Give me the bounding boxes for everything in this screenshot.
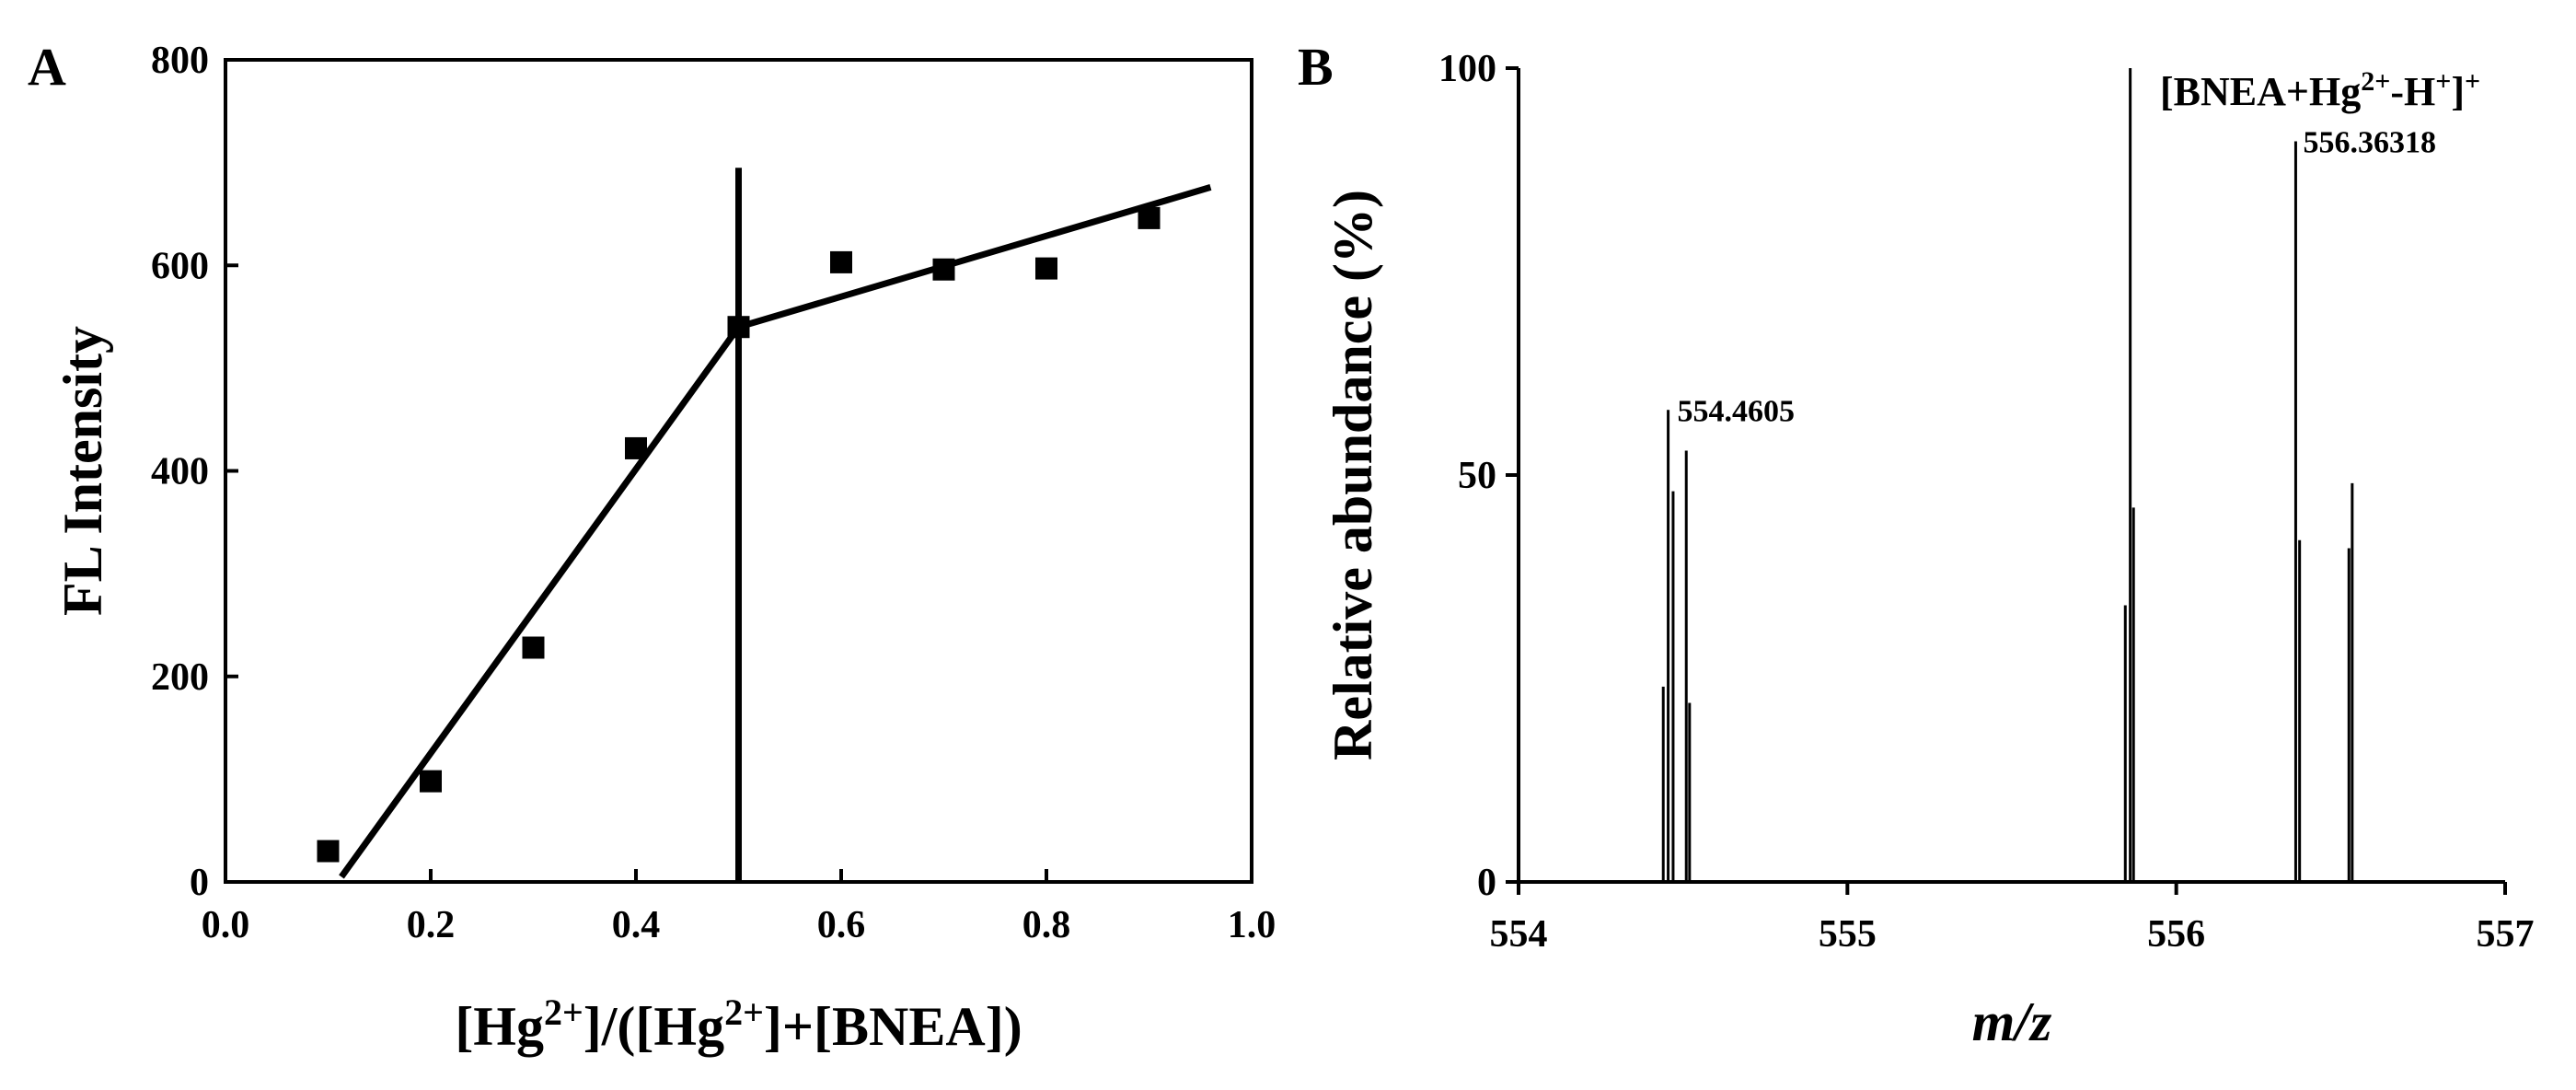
x-tick-label: 0.8 <box>1022 904 1071 946</box>
data-point-marker <box>625 436 647 459</box>
panel-a-label: A <box>28 37 66 97</box>
y-tick-label: 200 <box>151 656 209 699</box>
data-point-marker <box>317 840 340 863</box>
panel-a-y-axis-title: FL Intensity <box>52 326 113 616</box>
panel-b-y-axis-title: Relative abundance (%) <box>1323 190 1383 760</box>
data-point-marker <box>420 770 442 793</box>
data-point-marker <box>1138 206 1161 229</box>
ion-label-superscript: 2+ <box>2361 66 2390 97</box>
data-point-marker <box>932 258 955 281</box>
data-point-marker <box>522 636 545 659</box>
y-tick-label: 0 <box>190 862 209 904</box>
x-tick-label: 555 <box>1819 913 1877 956</box>
x-title-part: ]+[BNEA]) <box>764 996 1022 1057</box>
panel-b: B 554.4605 556.36318 554 555 556 557 0 50 100 R… <box>1298 37 2535 1052</box>
panel-a: A 0.0 0.2 0.4 0.6 0.8 1.0 0 200 400 600 800 FL Int… <box>28 37 1276 1057</box>
x-title-part: ]/([Hg <box>583 996 724 1057</box>
ion-label-superscript: + <box>2435 66 2451 97</box>
data-point-marker <box>1035 257 1057 280</box>
ion-label-part: -H <box>2390 69 2435 114</box>
peak-annotation: 554.4605 <box>1678 394 1796 428</box>
x-tick-label: 554 <box>1490 913 1548 956</box>
ion-label-part: ] <box>2451 69 2465 114</box>
panel-b-x-axis-title: m/z <box>1972 991 2052 1052</box>
panel-b-label: B <box>1298 37 1334 97</box>
y-tick-label: 0 <box>1477 862 1496 904</box>
x-title-superscript: 2+ <box>544 991 583 1033</box>
x-title-superscript: 2+ <box>724 991 764 1033</box>
ion-label-part: [BNEA+Hg <box>2160 69 2361 114</box>
ion-label-superscript: + <box>2465 66 2480 97</box>
x-tick-label: 0.6 <box>817 904 866 946</box>
y-tick-label: 50 <box>1458 455 1496 497</box>
x-tick-label: 556 <box>2147 913 2205 956</box>
peak-annotation: 556.36318 <box>2303 126 2436 160</box>
fit-rising-line <box>339 325 742 879</box>
y-tick-label: 400 <box>151 451 209 493</box>
x-tick-label: 1.0 <box>1228 904 1276 946</box>
y-tick-label: 600 <box>151 245 209 287</box>
x-title-part: [Hg <box>455 996 544 1057</box>
x-tick-label: 0.4 <box>612 904 661 946</box>
x-tick-label: 0.0 <box>202 904 250 946</box>
data-point-marker <box>830 250 852 273</box>
y-tick-label: 800 <box>151 40 209 82</box>
x-tick-label: 557 <box>2477 913 2535 956</box>
data-point-marker <box>727 316 750 339</box>
y-tick-label: 100 <box>1438 48 1496 90</box>
fit-plateau-line <box>737 184 1212 330</box>
panel-a-x-axis-title: [Hg2+]/([Hg2+]+[BNEA]) <box>455 991 1022 1058</box>
x-tick-label: 0.2 <box>407 904 456 946</box>
ion-label: [BNEA+Hg2+-H+]+ <box>2160 66 2480 115</box>
